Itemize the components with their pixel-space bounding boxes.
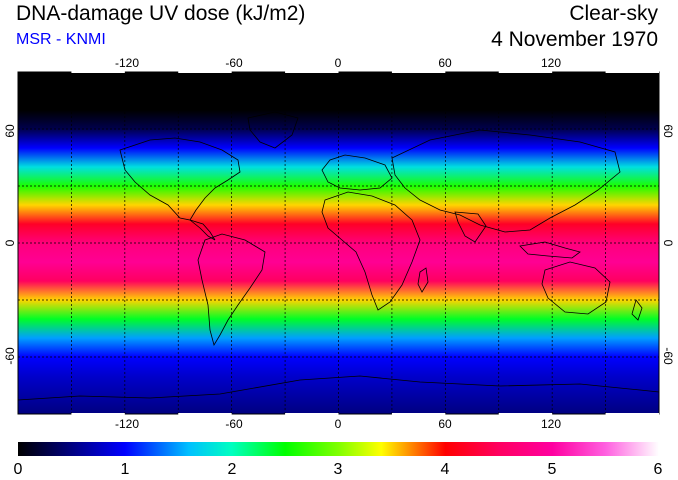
lat-label-left: 60 xyxy=(3,124,17,138)
lon-label-bottom: -120 xyxy=(115,417,139,431)
indonesia-outline xyxy=(519,241,581,259)
colorbar-labels: 0 1 2 3 4 5 6 xyxy=(14,461,663,478)
lat-label-right: 0 xyxy=(661,240,675,247)
colorbar-tick-label: 3 xyxy=(334,461,343,478)
new-zealand-outline xyxy=(631,299,643,321)
lon-label-top: 60 xyxy=(438,56,452,70)
date-label: 4 November 1970 xyxy=(491,28,658,51)
central-america-outline xyxy=(189,219,216,241)
madagascar-outline xyxy=(417,267,429,293)
lon-label-bottom: 120 xyxy=(541,417,561,431)
greenland-outline xyxy=(247,111,299,149)
lat-label-left: -60 xyxy=(3,347,17,365)
colorbar-tick-label: 0 xyxy=(14,461,23,478)
colorbar xyxy=(18,442,659,456)
north-america-outline xyxy=(119,137,241,221)
lon-label-bottom: -60 xyxy=(225,417,243,431)
map-title: DNA-damage UV dose (kJ/m2) xyxy=(16,2,306,25)
left-latitude-labels: 60 0 -60 xyxy=(3,124,17,365)
lon-label-top: -120 xyxy=(115,56,139,70)
india-outline xyxy=(454,211,487,243)
colorbar-tick-label: 5 xyxy=(548,461,557,478)
colorbar-tick-label: 1 xyxy=(121,461,130,478)
bottom-longitude-labels: -120 -60 0 60 120 xyxy=(115,417,561,431)
frame-ticks xyxy=(71,71,659,415)
colorbar-tick-label: 2 xyxy=(228,461,237,478)
source-label: MSR - KNMI xyxy=(16,31,106,48)
right-latitude-labels: 60 0 -60 xyxy=(661,124,675,365)
south-america-outline xyxy=(197,233,266,347)
australia-outline xyxy=(541,261,611,315)
lon-label-top: 120 xyxy=(541,56,561,70)
asia-outline xyxy=(391,129,621,233)
graticule xyxy=(18,72,659,414)
africa-outline xyxy=(321,191,421,311)
lon-label-top: 0 xyxy=(335,56,342,70)
antarctica-outline xyxy=(18,375,659,401)
lat-label-left: 0 xyxy=(3,239,17,246)
colorbar-tick-label: 6 xyxy=(654,461,663,478)
top-longitude-labels: -120 -60 0 60 120 xyxy=(115,56,561,70)
lon-label-bottom: 60 xyxy=(438,417,452,431)
lon-label-top: -60 xyxy=(225,56,243,70)
colorbar-tick-label: 4 xyxy=(441,461,450,478)
lat-label-right: -60 xyxy=(661,347,675,365)
continent-outlines xyxy=(18,111,659,401)
lat-label-right: 60 xyxy=(661,124,675,138)
sky-condition: Clear-sky xyxy=(569,2,658,25)
lon-label-bottom: 0 xyxy=(335,417,342,431)
